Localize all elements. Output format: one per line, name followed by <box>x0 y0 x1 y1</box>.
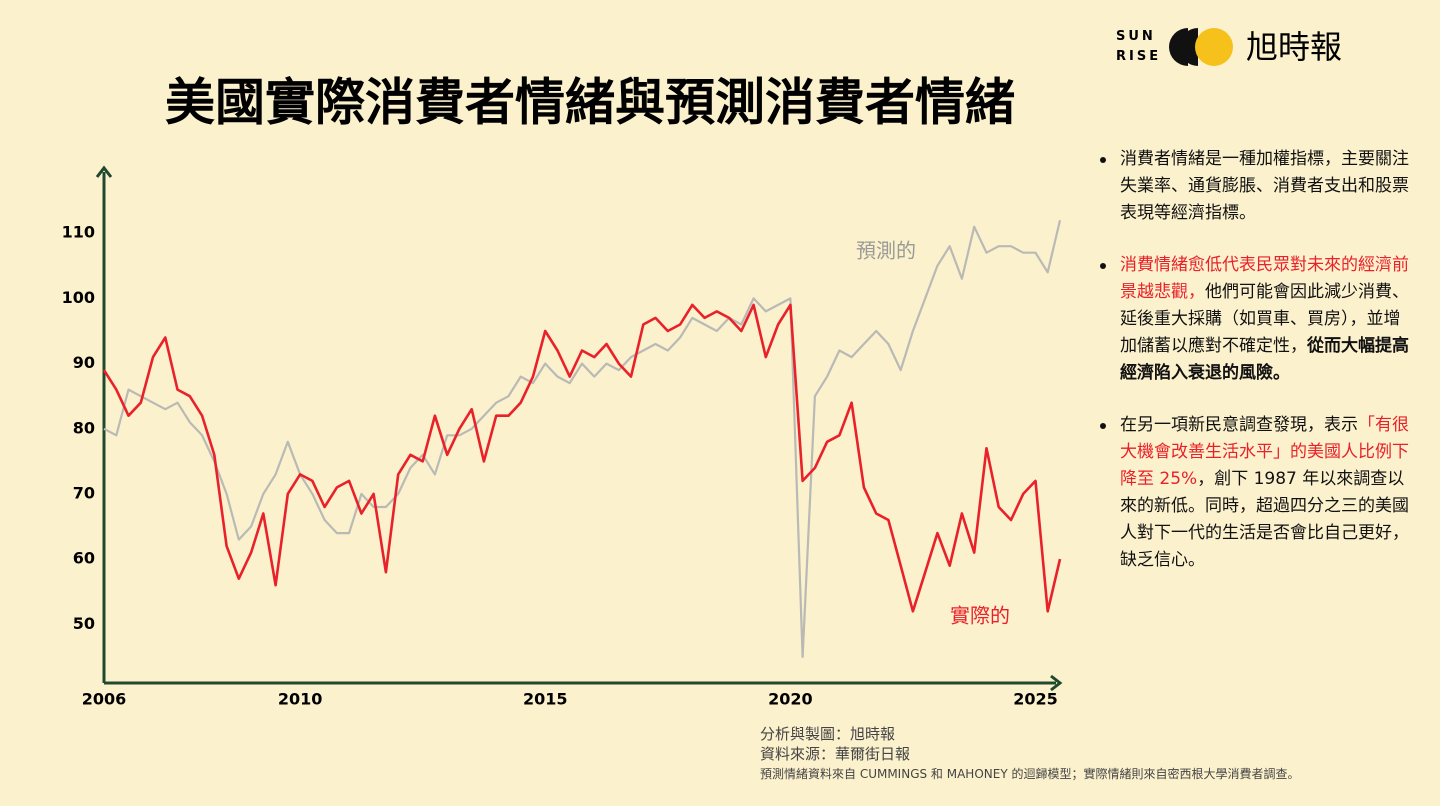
footnote: 預測情緒資料來自 CUMMINGS 和 MAHONEY 的迴歸模型；實際情緒則來… <box>760 767 1300 781</box>
logo: SUN RISE 旭時報 <box>1116 28 1342 66</box>
line <box>103 219 1062 658</box>
logo-mark <box>1195 28 1233 66</box>
note-text: 消費情緒愈低代表民眾對未來的經濟前景越悲觀， <box>1120 255 1409 302</box>
credit: 分析與製圖：旭時報 <box>760 725 896 743</box>
note-text: 「有很大機會改善生活水平」的美國人比例下降至 25% <box>1120 415 1409 489</box>
series-label: 預測的 <box>856 239 916 263</box>
arrow <box>1050 674 1063 692</box>
x-tick-label: 2020 <box>768 690 813 709</box>
logo-mark <box>1179 28 1198 66</box>
x-tick-label: 2025 <box>1013 690 1058 709</box>
note: 在另一項新民意調查發現，表示「有很大機會改善生活水平」的美國人比例下降至 25%… <box>1100 412 1410 574</box>
note-text: ，創下 1987 年以來調查以來的新低。同時，超過四分之三的美國人對下一代的生活… <box>1120 469 1409 570</box>
y-tick-label: 50 <box>73 614 95 633</box>
note: 消費情緒愈低代表民眾對未來的經濟前景越悲觀，他們可能會因此減少消費、延後重大採購… <box>1100 252 1410 387</box>
x-tick-label: 2010 <box>278 690 323 709</box>
y-tick-label: 90 <box>73 353 95 372</box>
footer: 分析與製圖：旭時報 資料來源：華爾街日報 預測情緒資料來自 CUMMINGS 和… <box>760 724 1299 784</box>
logo-text: SUN <box>1116 29 1156 44</box>
line <box>102 303 1062 613</box>
notes: 消費者情緒是一種加權指標，主要關注失業率、通貨膨脹、消費者支出和股票表現等經濟指… <box>1098 146 1410 599</box>
source: 資料來源：華爾街日報 <box>760 745 911 763</box>
logo-text: RISE <box>1116 49 1161 64</box>
series-label: 實際的 <box>950 604 1010 628</box>
note-text: 在另一項新民意調查發現，表示 <box>1120 415 1358 435</box>
note-text: 從而大幅提高經濟陷入衰退的風險。 <box>1120 336 1409 383</box>
x-tick-label: 2006 <box>82 690 127 709</box>
note: 消費者情緒是一種加權指標，主要關注失業率、通貨膨脹、消費者支出和股票表現等經濟指… <box>1100 146 1410 227</box>
note-text: 消費者情緒是一種加權指標，主要關注失業率、通貨膨脹、消費者支出和股票表現等經濟指… <box>1120 149 1409 223</box>
chart: 美國實際消費者情緒與預測消費者情緒 50 60 70 80 90 100 110 2006 20… <box>62 74 1063 709</box>
y-tick-label: 70 <box>73 483 95 502</box>
note-text: 他們可能會因此減少消費、延後重大採購（如買車、買房），並增加儲蓄以應對不確定性， <box>1120 282 1409 356</box>
y-tick-label: 80 <box>73 418 95 437</box>
y-tick-label: 60 <box>73 549 95 568</box>
chart-title: 美國實際消費者情緒與預測消費者情緒 <box>165 74 1015 132</box>
x-tick-label: 2015 <box>523 690 568 709</box>
y-tick-label: 110 <box>62 223 95 242</box>
brand: 旭時報 <box>1246 28 1342 66</box>
y-tick-label: 100 <box>62 288 95 307</box>
arrow <box>95 165 113 178</box>
